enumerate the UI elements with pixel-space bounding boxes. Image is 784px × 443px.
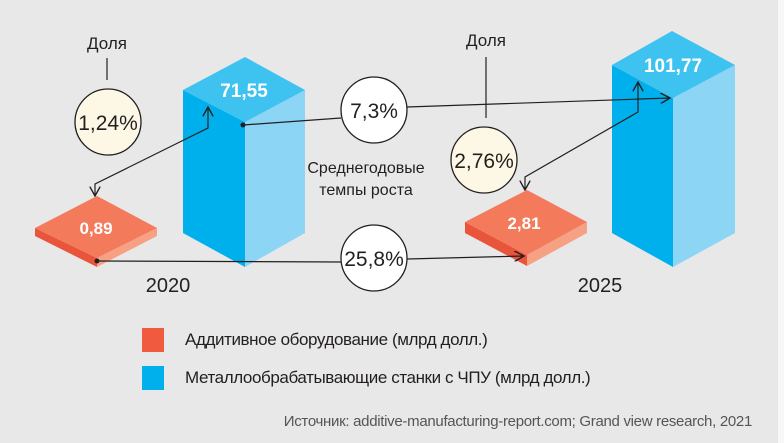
- x-tick-2020: 2020: [146, 275, 191, 297]
- connectors: [95, 57, 670, 263]
- legend-label-additive: Аддитивное оборудование (млрд долл.): [185, 330, 488, 349]
- source-note: Источник: additive-manufacturing-report.…: [283, 413, 753, 430]
- share-badge-2025: [450, 126, 518, 194]
- bar-label-additive-2020: 0,89: [79, 219, 112, 238]
- right-edge: [778, 0, 784, 443]
- cagr-value-cnc: 7,3%: [350, 100, 398, 123]
- cagr-badge-cnc: [340, 76, 408, 144]
- cagr-caption-line2: темпы роста: [319, 182, 413, 199]
- legend-swatch-additive: [142, 328, 164, 352]
- share-value-2020: 1,24%: [78, 112, 138, 135]
- dot-additive-2020: [94, 258, 100, 264]
- legend-label-cnc: Металлообрабатывающие станки с ЧПУ (млрд…: [185, 368, 591, 387]
- bar-additive-2020: 0,89: [35, 196, 157, 267]
- bar-label-cnc-2020: 71,55: [220, 81, 268, 102]
- badges: [74, 76, 518, 292]
- bar-cnc-2025: 101,77: [612, 31, 735, 267]
- legend-item-cnc: Металлообрабатывающие станки с ЧПУ (млрд…: [142, 366, 591, 390]
- legend-item-additive: Аддитивное оборудование (млрд долл.): [142, 328, 488, 352]
- additive-growth-arrow: [406, 256, 524, 259]
- bar-label-cnc-2025: 101,77: [644, 56, 702, 77]
- bar-label-additive-2025: 2,81: [507, 214, 540, 233]
- share-badge-2020: [74, 88, 142, 156]
- x-tick-2025: 2025: [578, 275, 623, 297]
- share-arrow-2020: [95, 107, 208, 196]
- legend-swatch-cnc: [142, 366, 164, 390]
- share-label-2020: Доля: [87, 34, 127, 53]
- share-label-2025: Доля: [466, 31, 506, 50]
- cagr-badge-additive: [340, 224, 408, 292]
- bar-cnc-2020: 71,55: [183, 57, 305, 267]
- cagr-value-additive: 25,8%: [344, 248, 404, 271]
- cagr-caption-line1: Среднегодовые: [307, 160, 424, 177]
- share-value-2025: 2,76%: [454, 150, 514, 173]
- cnc-growth-line-left: [242, 117, 342, 126]
- dot-cnc-2020: [240, 122, 246, 128]
- share-arrow-2025: [525, 82, 638, 190]
- additive-growth-line-left: [96, 260, 342, 263]
- bar-additive-2025: 2,81: [465, 190, 587, 266]
